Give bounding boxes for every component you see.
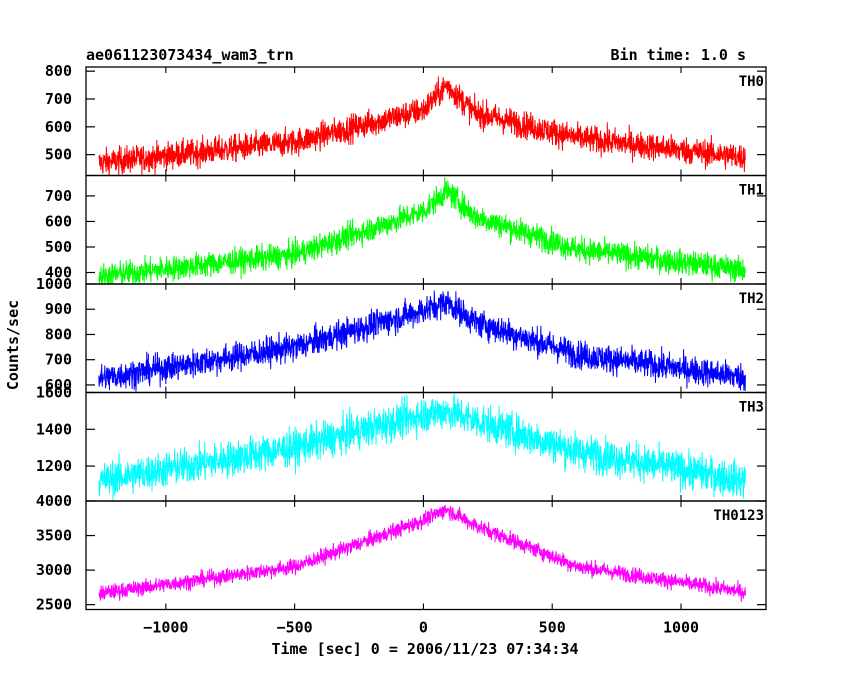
panels-group: 500 600 700 800 TH0 400 500 600 700 TH1 600 700 800 9… bbox=[36, 62, 767, 614]
panel-frame bbox=[85, 283, 767, 394]
y-tick-label: 1600 bbox=[36, 384, 72, 402]
panel-name-label: TH2 bbox=[739, 291, 764, 307]
y-axis-title: Counts/sec bbox=[4, 300, 22, 390]
panel-name-label: TH0123 bbox=[713, 508, 764, 524]
bin-time-label: Bin time: 1.0 s bbox=[611, 46, 746, 64]
y-tick-label: 700 bbox=[45, 90, 72, 108]
plot-title: ae061123073434_wam3_trn bbox=[86, 46, 294, 64]
y-tick-label: 500 bbox=[45, 146, 72, 164]
y-tick-label: 600 bbox=[45, 212, 72, 230]
x-tick-label: −500 bbox=[277, 619, 313, 637]
y-tick-label: 3500 bbox=[36, 527, 72, 545]
y-tick-label: 4000 bbox=[36, 492, 72, 510]
series-th0123-line bbox=[98, 504, 746, 603]
y-tick-label: 1000 bbox=[36, 275, 72, 293]
x-tick-label: 500 bbox=[539, 619, 566, 637]
x-axis: −1000 −500 0 500 1000 bbox=[143, 619, 699, 637]
series-th3-line bbox=[98, 392, 746, 501]
y-tick-label: 3000 bbox=[36, 561, 72, 579]
y-tick-label: 1200 bbox=[36, 457, 72, 475]
panel-th0123: 2500 3000 3500 4000 TH0123 bbox=[36, 492, 767, 614]
series-th2-line bbox=[98, 290, 746, 392]
x-axis-title: Time [sec] 0 = 2006/11/23 07:34:34 bbox=[271, 640, 578, 658]
y-tick-label: 2500 bbox=[36, 596, 72, 614]
y-tick-label: 700 bbox=[45, 351, 72, 369]
panel-name-label: TH0 bbox=[739, 74, 764, 90]
y-tick-label: 800 bbox=[45, 325, 72, 343]
series-th0-line bbox=[98, 76, 746, 176]
x-tick-label: 1000 bbox=[663, 619, 699, 637]
panel-th1: 400 500 600 700 TH1 bbox=[45, 174, 767, 285]
panel-frame bbox=[85, 174, 767, 285]
panel-name-label: TH3 bbox=[739, 400, 764, 416]
y-tick-label: 600 bbox=[45, 376, 72, 394]
panel-th0: 500 600 700 800 TH0 bbox=[45, 62, 767, 177]
y-tick-label: 500 bbox=[45, 238, 72, 256]
y-tick-label: 1400 bbox=[36, 420, 72, 438]
x-tick-label: −1000 bbox=[143, 619, 188, 637]
y-tick-label: 400 bbox=[45, 264, 72, 282]
series-th1-line bbox=[98, 177, 746, 284]
x-tick-label: 0 bbox=[419, 619, 428, 637]
panel-th3: 1200 1400 1600 TH3 bbox=[36, 384, 767, 502]
panel-frame bbox=[85, 66, 767, 177]
y-tick-label: 700 bbox=[45, 187, 72, 205]
panel-th2: 600 700 800 900 1000 TH2 bbox=[36, 275, 767, 394]
y-tick-label: 900 bbox=[45, 300, 72, 318]
panel-frame bbox=[85, 500, 767, 611]
y-tick-label: 600 bbox=[45, 118, 72, 136]
y-tick-label: 800 bbox=[45, 62, 72, 80]
panel-name-label: TH1 bbox=[739, 183, 764, 199]
